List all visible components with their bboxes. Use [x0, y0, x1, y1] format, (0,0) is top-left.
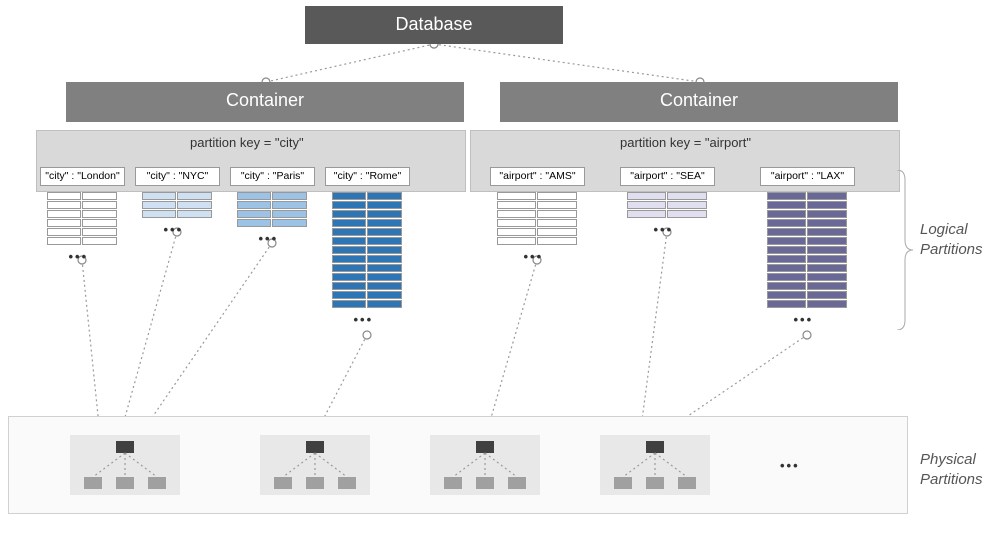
- physical-partition-unit: [430, 435, 540, 495]
- container-box: Container: [500, 82, 898, 122]
- partition-data-grid: [141, 191, 214, 218]
- partition-ellipsis: •••: [69, 249, 89, 264]
- logical-partitions-label: LogicalPartitions: [920, 220, 983, 259]
- partition-ellipsis: •••: [654, 222, 674, 237]
- container-box: Container: [66, 82, 464, 122]
- logical-partition-box: "city" : "Paris": [230, 167, 315, 186]
- logical-partition-box: "city" : "London": [40, 167, 125, 186]
- physical-ellipsis: •••: [780, 458, 800, 473]
- partition-ellipsis: •••: [524, 249, 544, 264]
- partition-data-grid: [46, 191, 119, 245]
- logical-brace: [895, 170, 915, 330]
- partition-ellipsis: •••: [164, 222, 184, 237]
- physical-partition-unit: [70, 435, 180, 495]
- partition-ellipsis: •••: [794, 312, 814, 327]
- partition-key-label: partition key = "airport": [620, 135, 751, 150]
- logical-partition-box: "airport" : "LAX": [760, 167, 855, 186]
- partition-key-label: partition key = "city": [190, 135, 304, 150]
- partition-data-grid: [236, 191, 309, 227]
- physical-partitions-label: PhysicalPartitions: [920, 450, 983, 489]
- logical-partition-box: "airport" : "AMS": [490, 167, 585, 186]
- logical-partition-box: "airport" : "SEA": [620, 167, 715, 186]
- partition-ellipsis: •••: [354, 312, 374, 327]
- database-label: Database: [395, 14, 472, 34]
- logical-partition-box: "city" : "Rome": [325, 167, 410, 186]
- physical-partition-unit: [260, 435, 370, 495]
- partition-data-grid: [331, 191, 404, 308]
- logical-partition-box: "city" : "NYC": [135, 167, 220, 186]
- partition-data-grid: [496, 191, 579, 245]
- physical-partition-unit: [600, 435, 710, 495]
- database-box: Database: [305, 6, 563, 44]
- partition-ellipsis: •••: [259, 231, 279, 246]
- partition-data-grid: [766, 191, 849, 308]
- partition-data-grid: [626, 191, 709, 218]
